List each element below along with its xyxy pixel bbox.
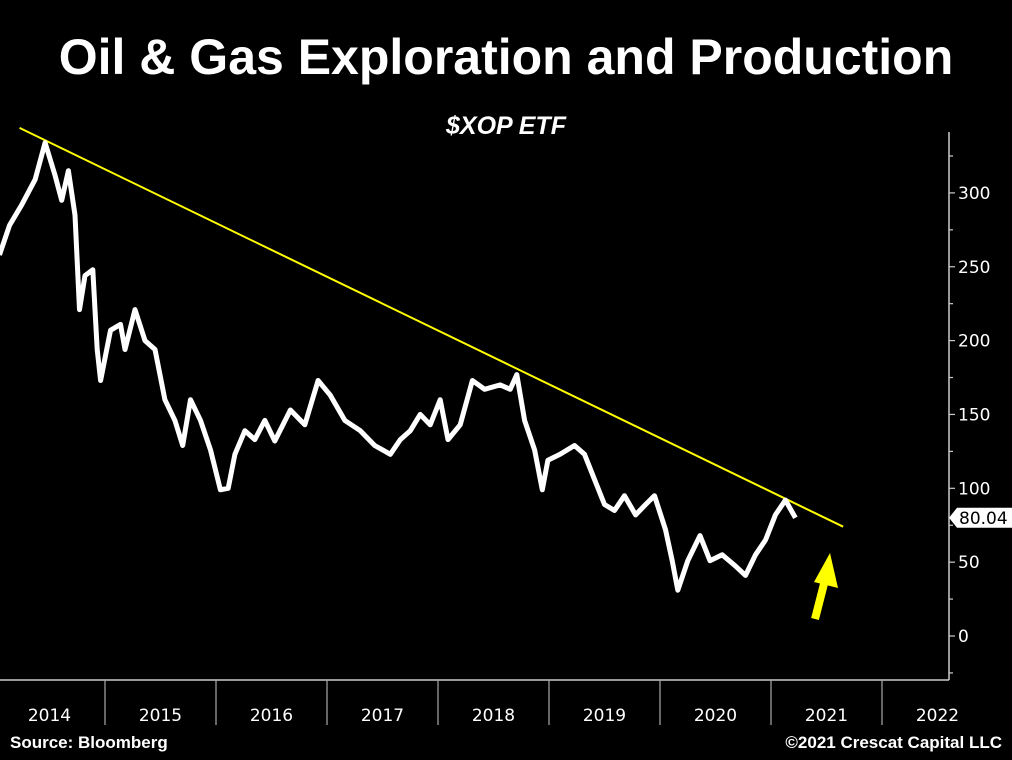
last-value-tag-box bbox=[949, 507, 1012, 528]
x-tick-label: 2022 bbox=[916, 706, 959, 726]
x-tick-label: 2017 bbox=[361, 706, 404, 726]
source-note: Source: Bloomberg bbox=[10, 733, 168, 752]
arrow-head bbox=[814, 553, 838, 588]
x-tick-label: 2018 bbox=[472, 706, 515, 726]
last-value-label: 80.04 bbox=[959, 509, 1008, 529]
arrow-icon bbox=[811, 553, 838, 620]
chart-title: Oil & Gas Exploration and Production bbox=[58, 29, 954, 85]
price-line bbox=[0, 140, 798, 593]
y-tick-label: 300 bbox=[958, 184, 990, 204]
x-tick-label: 2014 bbox=[28, 706, 71, 726]
chart-subtitle: $XOP ETF bbox=[446, 112, 566, 140]
x-tick-label: 2016 bbox=[250, 706, 293, 726]
y-tick-label: 200 bbox=[958, 332, 990, 352]
x-tick-label: 2019 bbox=[583, 706, 626, 726]
x-tick-label: 2021 bbox=[805, 706, 848, 726]
y-tick-label: 100 bbox=[958, 479, 990, 499]
x-tick-label: 2015 bbox=[139, 706, 182, 726]
copyright-note: ©2021 Crescat Capital LLC bbox=[785, 733, 1002, 752]
x-tick-label: 2020 bbox=[694, 706, 737, 726]
y-tick-label: 150 bbox=[958, 405, 990, 425]
trendline bbox=[19, 127, 844, 528]
y-tick-label: 250 bbox=[958, 258, 990, 278]
y-tick-label: 0 bbox=[958, 627, 969, 647]
y-tick-label: 50 bbox=[958, 553, 980, 573]
last-value-tag: 80.04 bbox=[949, 507, 1012, 529]
